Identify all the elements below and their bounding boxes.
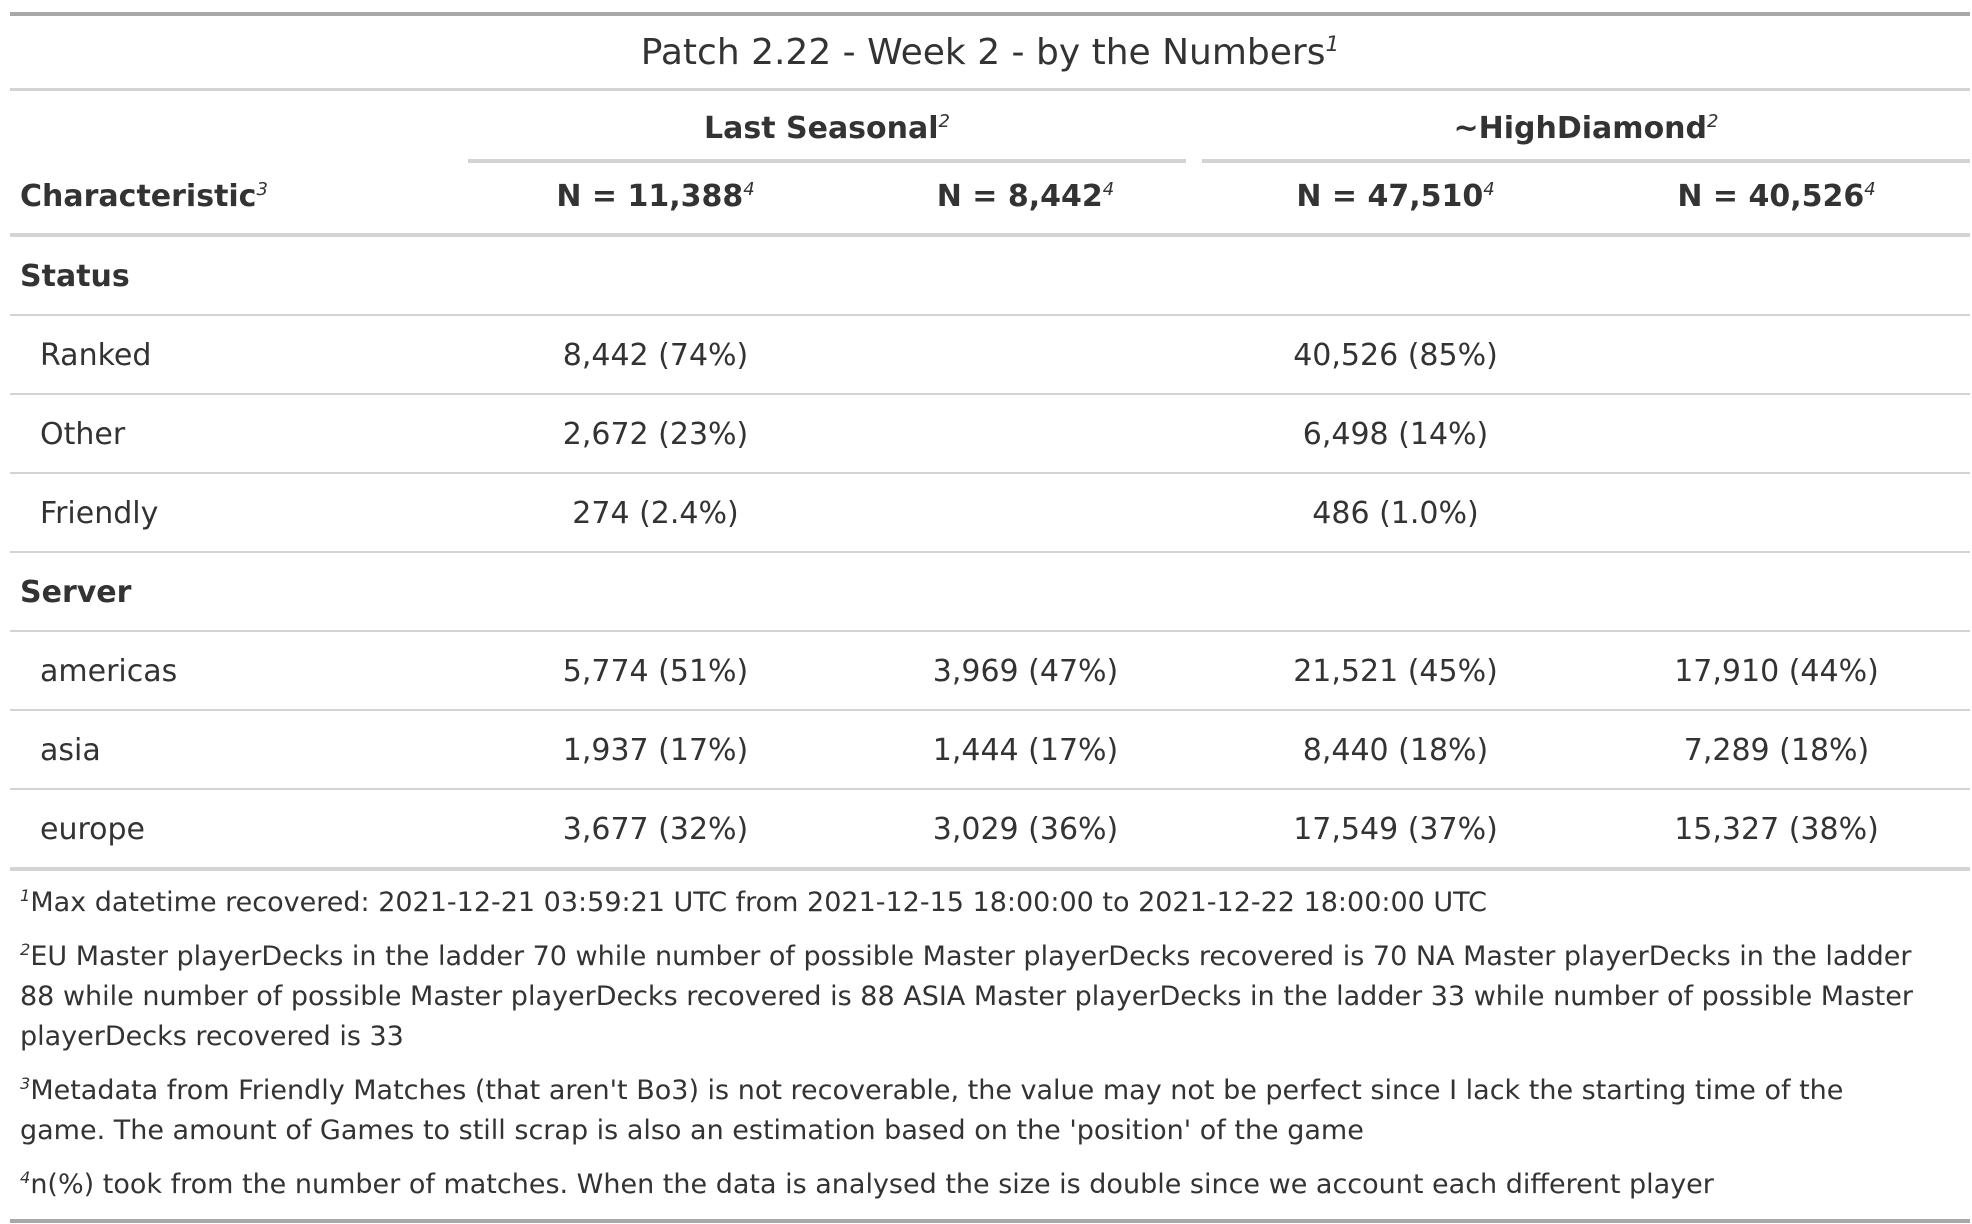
table-cell: 2,672 (23%): [562, 417, 749, 452]
footnote: 4n(%) took from the number of matches. W…: [20, 1165, 1930, 1205]
table-cell: 486 (1.0%): [1312, 496, 1479, 531]
footnote-text: Metadata from Friendly Matches (that are…: [20, 1075, 1844, 1146]
footnote-mark: 4: [743, 179, 755, 200]
column-header-row: Characteristic3 N = 11,3884 N = 8,4424 N…: [10, 161, 1970, 237]
table-row: Ranked 8,442 (74%) 40,526 (85%): [10, 316, 1970, 395]
table-row: europe 3,677 (32%) 3,029 (36%) 17,549 (3…: [10, 790, 1970, 871]
table-cell: 1,937 (17%): [562, 733, 749, 768]
table-cell: 8,440 (18%): [1302, 733, 1489, 768]
table-cell: 15,327 (38%): [1674, 812, 1879, 847]
table-cell: [1583, 474, 1970, 551]
table-row: Friendly 274 (2.4%) 486 (1.0%): [10, 474, 1970, 553]
table-bottom-border: [10, 1219, 1970, 1223]
column-header-2: N = 8,4424: [843, 161, 1208, 233]
table-cell: 274 (2.4%): [572, 496, 739, 531]
row-label: asia: [40, 733, 101, 768]
table-row: Other 2,672 (23%) 6,498 (14%): [10, 395, 1970, 474]
summary-table: Patch 2.22 - Week 2 - by the Numbers1 La…: [10, 12, 1970, 1223]
spanner-last-seasonal: Last Seasonal2: [468, 91, 1186, 163]
table-row: asia 1,937 (17%) 1,444 (17%) 8,440 (18%)…: [10, 711, 1970, 790]
column-header-label: N = 11,388: [556, 179, 744, 214]
table-top-border: [10, 12, 1970, 16]
row-label: Other: [40, 417, 126, 452]
footnote-mark: 4: [1483, 179, 1495, 200]
footnote-mark: 3: [256, 179, 268, 200]
footnote-mark: 1: [20, 886, 31, 905]
footnote-mark: 4: [20, 1168, 31, 1187]
table-cell: 3,969 (47%): [932, 654, 1119, 689]
table-title: Patch 2.22 - Week 2 - by the Numbers1: [10, 16, 1970, 91]
table-cell: 7,289 (18%): [1683, 733, 1870, 768]
footnote-mark: 4: [1864, 179, 1876, 200]
column-header-label: Characteristic: [20, 179, 257, 214]
column-header-1: N = 11,3884: [468, 161, 843, 233]
table-cell: 3,677 (32%): [562, 812, 749, 847]
footnote: 3Metadata from Friendly Matches (that ar…: [20, 1071, 1930, 1151]
column-header-label: N = 8,442: [936, 179, 1103, 214]
table-row: americas 5,774 (51%) 3,969 (47%) 21,521 …: [10, 632, 1970, 711]
group-label: Server: [20, 575, 132, 610]
table-footnotes: 1Max datetime recovered: 2021-12-21 03:5…: [10, 883, 1970, 1205]
column-header-label: N = 40,526: [1677, 179, 1865, 214]
spanner-high-diamond: ~HighDiamond2: [1202, 91, 1970, 163]
table-cell: 6,498 (14%): [1302, 417, 1489, 452]
table-cell: 40,526 (85%): [1293, 338, 1498, 373]
table-cell: [843, 316, 1208, 393]
column-header-4: N = 40,5264: [1583, 161, 1970, 233]
group-row-server: Server: [10, 553, 1970, 632]
footnote: 1Max datetime recovered: 2021-12-21 03:5…: [20, 883, 1930, 923]
group-row-status: Status: [10, 237, 1970, 316]
table-cell: 5,774 (51%): [562, 654, 749, 689]
column-header-label: N = 47,510: [1296, 179, 1484, 214]
row-label: Friendly: [40, 496, 159, 531]
footnote: 2EU Master playerDecks in the ladder 70 …: [20, 937, 1930, 1057]
footnote-mark: 3: [20, 1074, 31, 1093]
table-cell: 8,442 (74%): [562, 338, 749, 373]
footnote-mark: 2: [938, 111, 950, 132]
footnote-mark: 1: [1325, 32, 1340, 57]
footnote-text: Max datetime recovered: 2021-12-21 03:59…: [30, 887, 1487, 918]
table-cell: 21,521 (45%): [1293, 654, 1498, 689]
table-cell: 17,910 (44%): [1674, 654, 1879, 689]
footnote-text: n(%) took from the number of matches. Wh…: [30, 1169, 1714, 1200]
footnote-mark: 4: [1102, 179, 1115, 200]
column-header-characteristic: Characteristic3: [10, 161, 468, 233]
footnote-text: EU Master playerDecks in the ladder 70 w…: [20, 941, 1913, 1052]
footnote-mark: 2: [1707, 111, 1719, 132]
footnote-mark: 2: [20, 940, 31, 959]
table-cell: 17,549 (37%): [1293, 812, 1498, 847]
table-cell: 1,444 (17%): [932, 733, 1119, 768]
spanner-label: Last Seasonal: [703, 111, 939, 146]
table-cell: [843, 474, 1208, 551]
spanner-header-row: Last Seasonal2 ~HighDiamond2: [10, 91, 1970, 163]
column-header-3: N = 47,5104: [1208, 161, 1583, 233]
table-cell: [1583, 395, 1970, 472]
table-cell: [843, 395, 1208, 472]
group-label: Status: [20, 259, 130, 294]
spanner-label: ~HighDiamond: [1453, 111, 1708, 146]
table-cell: [1583, 316, 1970, 393]
row-label: europe: [40, 812, 145, 847]
row-label: americas: [40, 654, 178, 689]
table-cell: 3,029 (36%): [932, 812, 1119, 847]
row-label: Ranked: [40, 338, 152, 373]
table-title-text: Patch 2.22 - Week 2 - by the Numbers: [640, 32, 1326, 73]
